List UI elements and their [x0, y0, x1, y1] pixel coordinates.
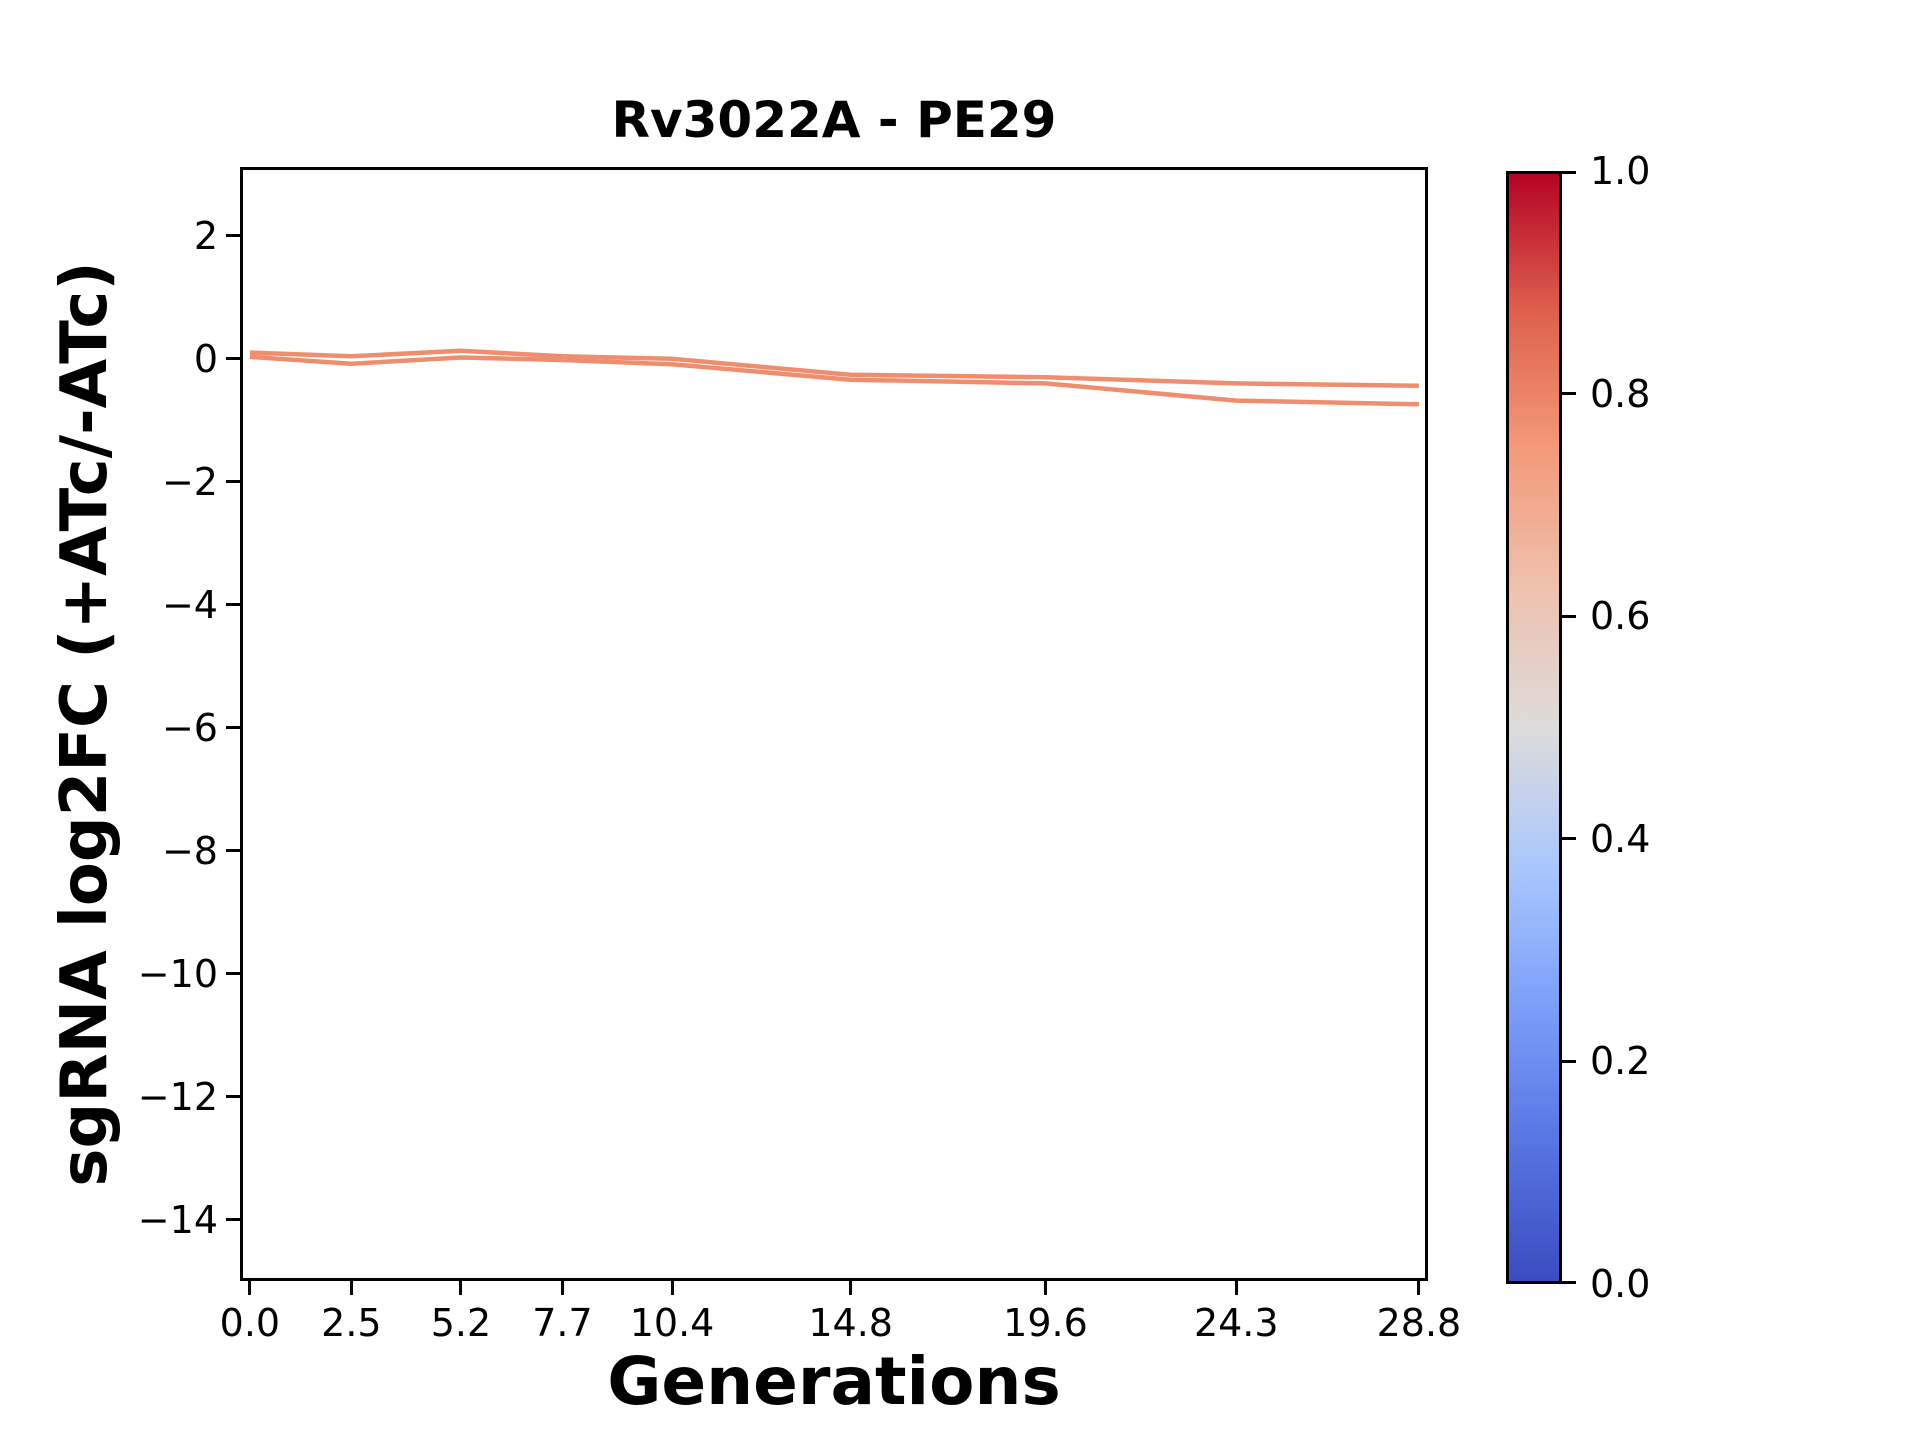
y-tick-mark [226, 603, 240, 607]
x-tick-label: 7.7 [532, 1301, 593, 1345]
x-tick-label: 19.6 [1003, 1301, 1088, 1345]
x-tick-mark [560, 1281, 564, 1295]
chart-title: Rv3022A - PE29 [611, 91, 1057, 149]
colorbar-tick-mark [1562, 1059, 1576, 1063]
x-tick-label: 14.8 [808, 1301, 893, 1345]
y-tick-label: −14 [137, 1197, 218, 1242]
colorbar-tick-label: 0.2 [1590, 1039, 1651, 1084]
x-tick-label: 0.0 [219, 1301, 281, 1345]
x-tick-mark [670, 1281, 674, 1295]
x-tick-label: 10.4 [629, 1301, 715, 1345]
y-tick-label: −6 [161, 705, 218, 750]
y-tick-label: −10 [137, 951, 218, 996]
y-tick-mark [226, 972, 240, 976]
y-tick-mark [226, 357, 240, 361]
colorbar-tick-mark [1562, 392, 1576, 396]
x-tick-mark [849, 1281, 853, 1295]
x-tick-label: 28.8 [1376, 1301, 1462, 1345]
y-tick-label: 2 [193, 213, 218, 258]
x-tick-mark [248, 1281, 252, 1295]
y-axis-label: sgRNA log2FC (+ATc/-ATc) [48, 261, 122, 1187]
y-tick-label: −4 [161, 582, 218, 627]
line-chart-canvas [249, 348, 1419, 407]
colorbar-tick-label: 1.0 [1590, 149, 1651, 193]
series-line-sgRNA-1 [249, 348, 1419, 389]
colorbar-tick-mark [1562, 614, 1576, 618]
colorbar-tick-mark [1562, 837, 1576, 841]
colorbar-tick-label: 0.8 [1590, 371, 1651, 416]
x-tick-mark [1043, 1281, 1047, 1295]
plot-area [240, 167, 1428, 1281]
y-tick-mark [226, 849, 240, 853]
x-tick-label: 2.5 [321, 1301, 382, 1345]
x-tick-mark [1234, 1281, 1238, 1295]
colorbar-tick-label: 0.6 [1590, 594, 1651, 639]
x-tick-mark [349, 1281, 353, 1295]
y-tick-mark [226, 480, 240, 484]
series-line-sgRNA-2 [249, 354, 1419, 407]
y-tick-label: −2 [161, 459, 218, 504]
y-tick-mark [226, 1218, 240, 1222]
colorbar-tick-mark [1562, 1281, 1576, 1284]
x-tick-label: 24.3 [1193, 1301, 1279, 1345]
y-tick-label: 0 [193, 336, 218, 381]
colorbar-tick-label: 0.0 [1590, 1262, 1651, 1306]
x-tick-label: 5.2 [430, 1301, 492, 1345]
colorbar [1506, 171, 1562, 1284]
colorbar-tick-mark [1562, 171, 1576, 174]
x-tick-mark [1417, 1281, 1421, 1295]
x-axis-label: Generations [607, 1343, 1061, 1420]
colorbar-tick-label: 0.4 [1590, 816, 1651, 861]
y-tick-mark [226, 726, 240, 730]
x-tick-mark [459, 1281, 463, 1295]
y-tick-mark [226, 234, 240, 238]
y-tick-label: −12 [137, 1074, 218, 1119]
y-tick-mark [226, 1095, 240, 1099]
y-tick-label: −8 [161, 828, 218, 873]
